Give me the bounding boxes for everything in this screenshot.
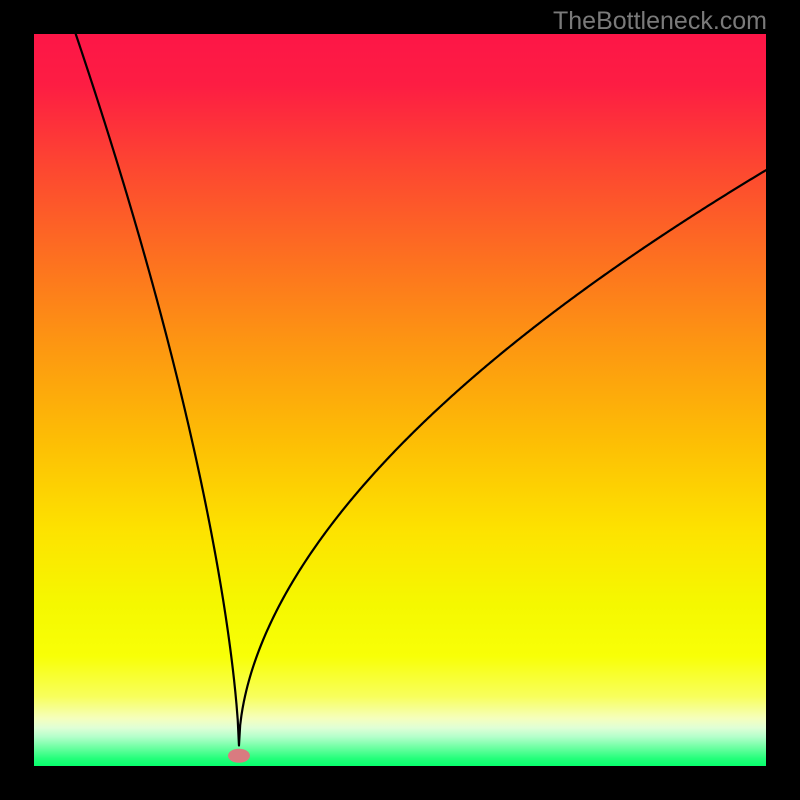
- watermark-text: TheBottleneck.com: [553, 7, 767, 36]
- bottleneck-marker: [228, 749, 250, 763]
- bottleneck-chart: [0, 0, 800, 800]
- chart-stage: TheBottleneck.com: [0, 0, 800, 800]
- gradient-background: [34, 34, 766, 766]
- plot-area: [34, 0, 766, 766]
